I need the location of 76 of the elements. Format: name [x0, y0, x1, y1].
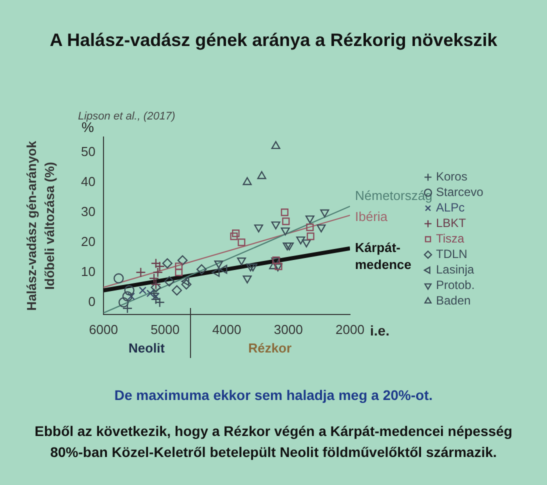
- point: [254, 224, 264, 232]
- series-label: Ibéria: [355, 208, 388, 224]
- point: [282, 218, 290, 226]
- point: [230, 232, 238, 240]
- point: [124, 285, 134, 296]
- point: [136, 267, 146, 278]
- point: [150, 282, 162, 292]
- point: [118, 297, 129, 308]
- point: [242, 276, 252, 284]
- y-tick-label: 0: [88, 294, 96, 309]
- point: [306, 232, 314, 240]
- legend-label: Protob.: [436, 278, 475, 292]
- y-tick-label: 40: [80, 174, 96, 189]
- x-tick-label: 2000: [336, 322, 364, 337]
- y-tick-label: 10: [80, 264, 96, 279]
- point: [248, 263, 258, 272]
- point: [177, 255, 188, 266]
- point: [174, 268, 183, 276]
- point: [280, 227, 290, 236]
- series-label: Kárpát-medence: [355, 240, 412, 272]
- y-tick-label: 50: [80, 144, 96, 159]
- x-tick-label: 4000: [212, 322, 242, 337]
- legend-label: Starcevo: [436, 185, 484, 200]
- legend-label: Baden: [436, 294, 471, 308]
- point: [305, 215, 314, 224]
- text: Neolit: [128, 340, 166, 356]
- x-tick-label: 6000: [89, 322, 118, 337]
- chart-title: A Halász-vadász gének aránya a Rézkorig növekszik: [48, 29, 498, 52]
- point: [122, 291, 133, 302]
- series-label: Németország: [355, 188, 432, 203]
- legend-label: Lasinja: [436, 262, 474, 277]
- point: [306, 224, 314, 232]
- legend-label: ALPc: [436, 200, 465, 215]
- point: [302, 239, 311, 248]
- point: [162, 258, 172, 268]
- text: De maximuma ekkor sem haladja meg a 20%-ot.: [113, 387, 434, 403]
- point: [181, 276, 190, 286]
- x-tick-label: 3000: [274, 322, 303, 337]
- legend-label: TDLN: [436, 247, 468, 262]
- legend-label: LBKT: [436, 216, 467, 230]
- y-tick-label: 20: [80, 234, 96, 249]
- y-tick-label: 30: [80, 204, 96, 219]
- x-tick-label: 5000: [150, 322, 180, 337]
- point: [316, 224, 326, 232]
- legend-label: Koros: [436, 170, 468, 184]
- point: [172, 285, 182, 296]
- point: [212, 268, 220, 277]
- point: [296, 236, 306, 244]
- point: [150, 258, 162, 268]
- y-axis-title: Halász-vadász gén-arányok Időbeli változása (%): [24, 140, 58, 311]
- point: [181, 279, 192, 290]
- point: [138, 286, 146, 294]
- point: [237, 257, 246, 266]
- point: [174, 262, 183, 270]
- point: [214, 260, 224, 268]
- point: [282, 242, 292, 250]
- point: [127, 292, 135, 300]
- point: [152, 267, 163, 278]
- point: [246, 263, 256, 272]
- point: [284, 242, 294, 250]
- text: i.e.: [370, 322, 390, 338]
- point: [122, 303, 133, 314]
- point: [146, 290, 154, 298]
- point: [114, 273, 124, 284]
- text: Rézkor: [248, 340, 292, 356]
- point: [154, 261, 165, 272]
- point: [280, 208, 288, 216]
- text: Ebből az következik, hogy a Rézkor végén a Kárpát-medencei népesség 80%-ban Közel-Keletről betelepült Neolit földművelőktől származik.: [34, 422, 514, 462]
- legend-label: Tisza: [436, 232, 465, 246]
- point: [196, 264, 207, 274]
- point: [271, 221, 280, 230]
- point: [164, 276, 174, 286]
- point: [219, 264, 228, 274]
- point: [232, 230, 240, 238]
- point: [238, 238, 246, 246]
- point: [320, 209, 330, 218]
